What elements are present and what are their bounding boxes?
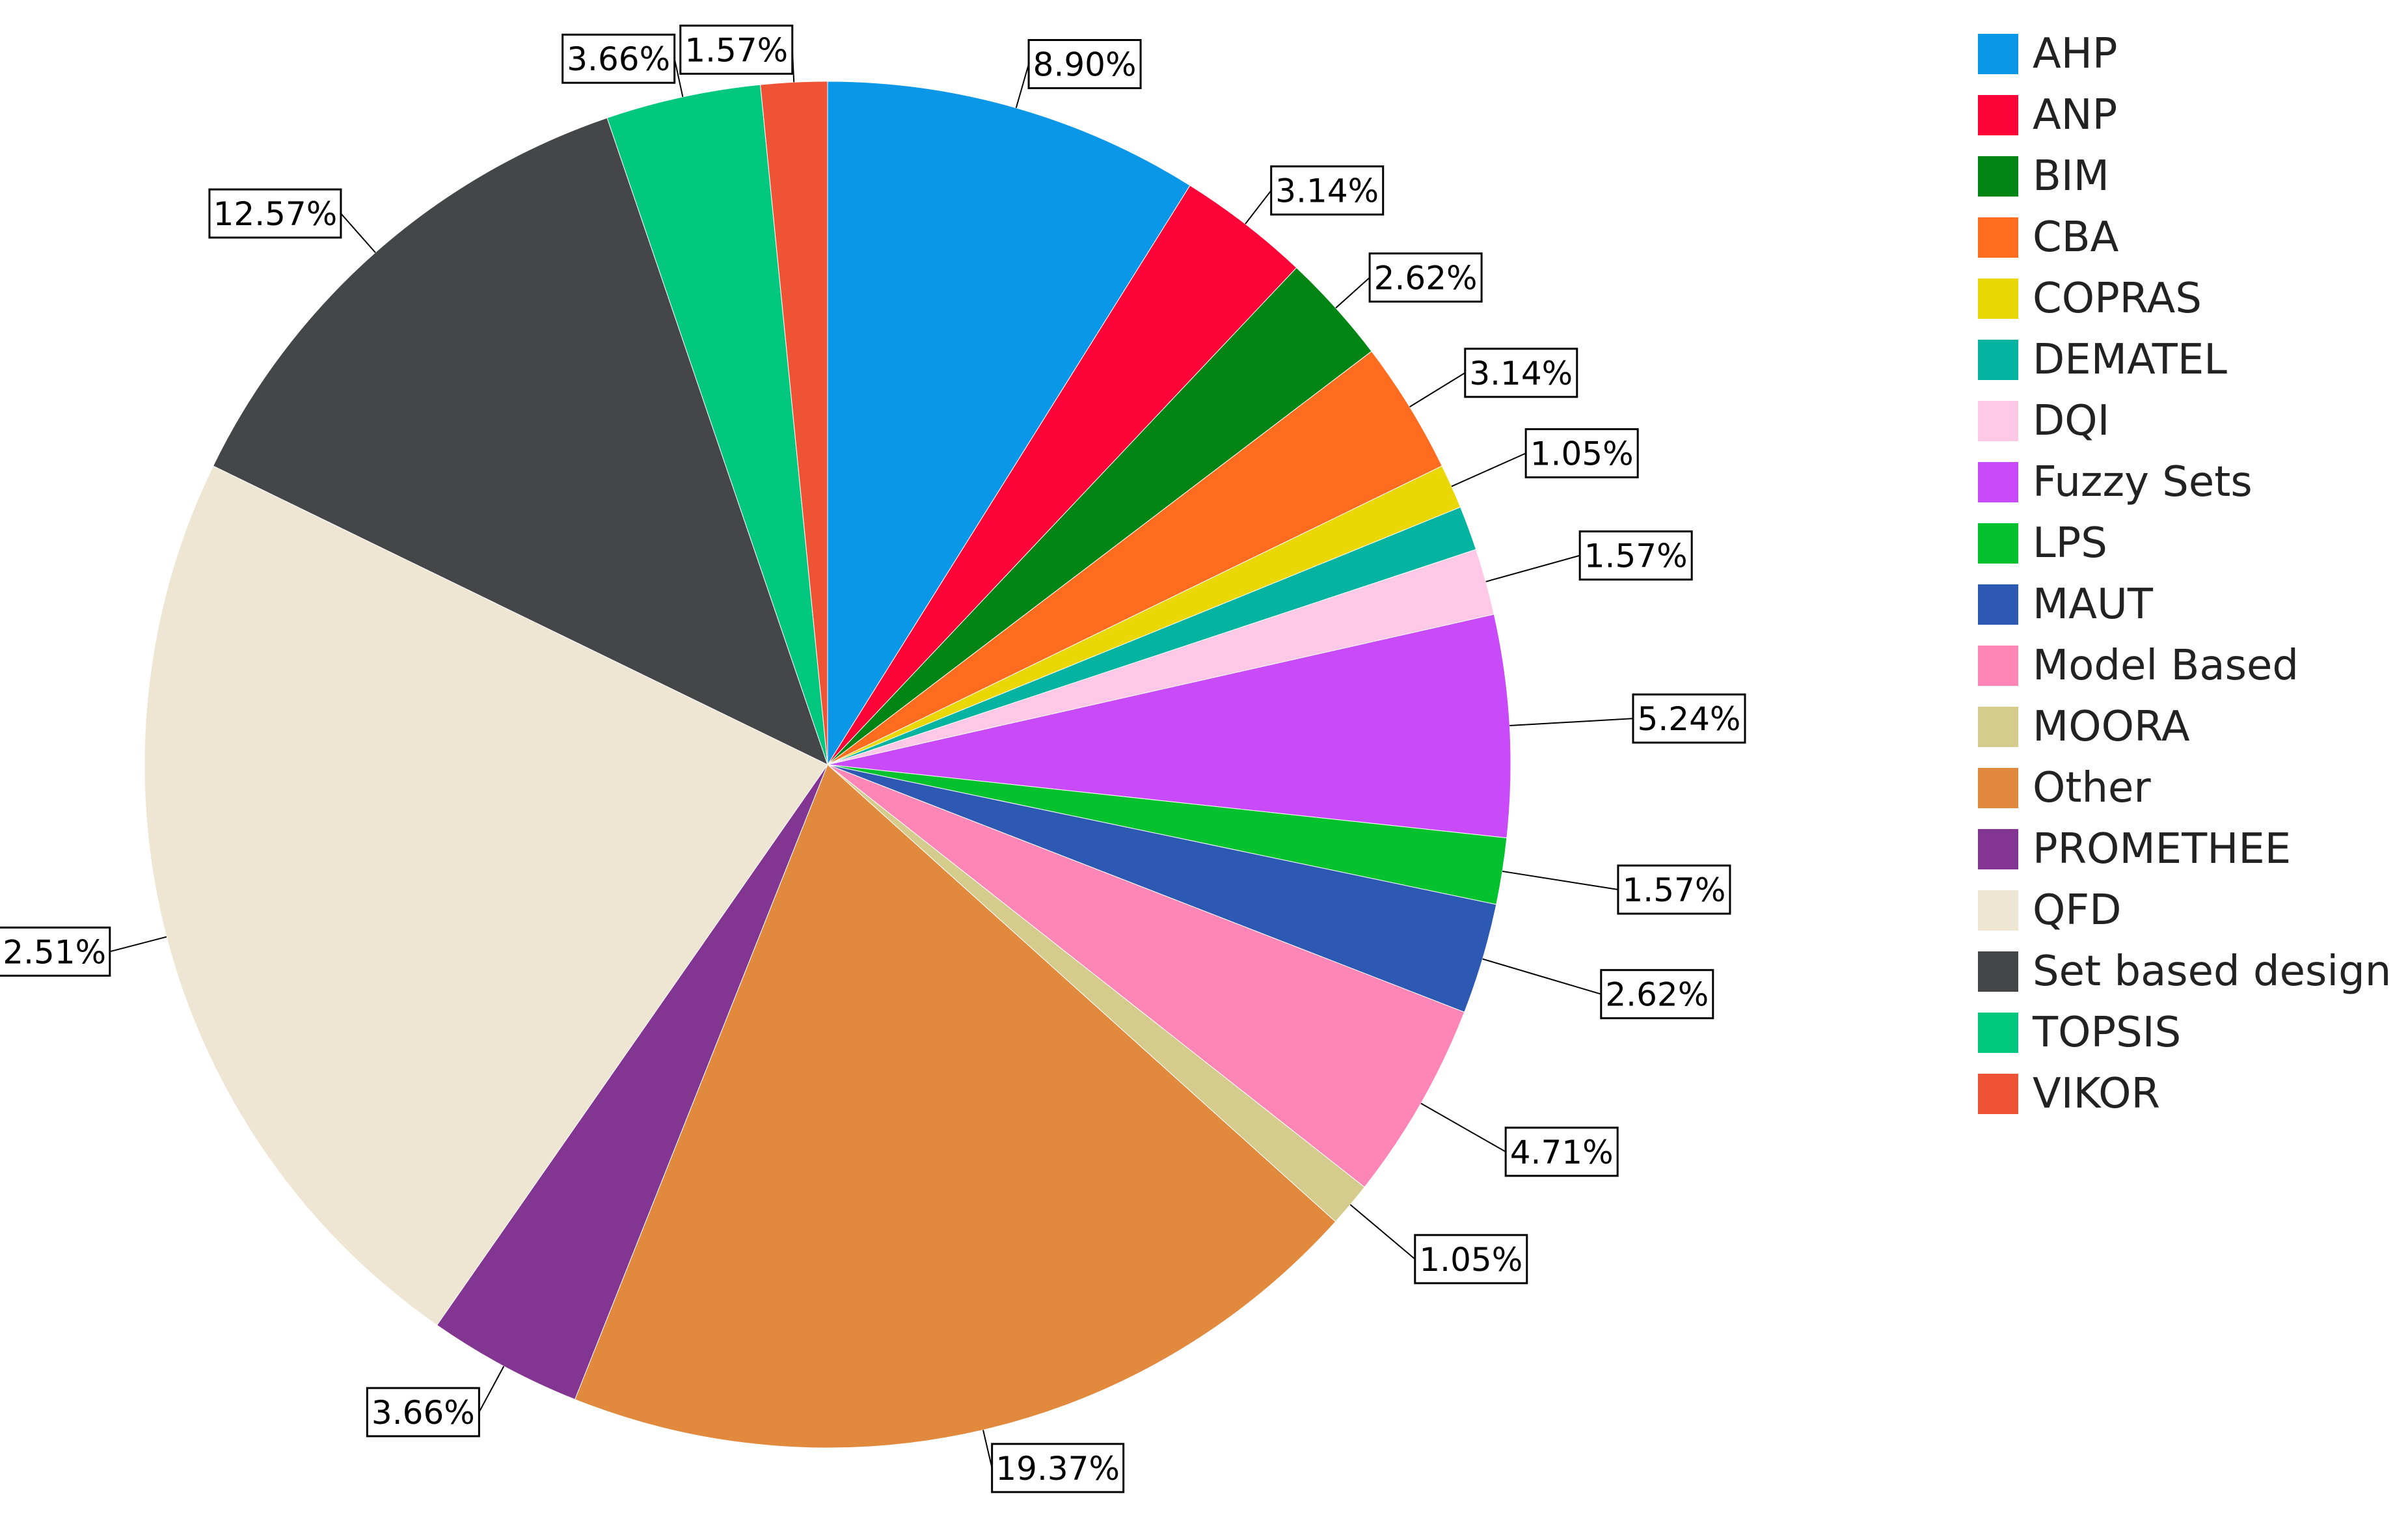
data-label-box-model-based — [1504, 1126, 1619, 1177]
leader-line-qfd — [109, 936, 167, 953]
data-label-box-ahp — [1027, 38, 1142, 89]
data-label-box-anp — [1270, 165, 1385, 216]
data-label-box-set-based-design — [208, 188, 342, 239]
legend-label-lps: LPS — [2033, 519, 2107, 567]
legend-swatch-anp — [1978, 95, 2018, 135]
data-label-box-qfd — [0, 926, 111, 977]
data-label-box-copras — [1524, 428, 1639, 479]
legend-label-qfd: QFD — [2033, 886, 2121, 934]
legend-label-copras: COPRAS — [2033, 275, 2202, 323]
legend-swatch-ahp — [1978, 34, 2018, 74]
legend-label-moora: MOORA — [2033, 703, 2190, 751]
legend-label-ahp: AHP — [2033, 30, 2118, 78]
legend-label-anp: ANP — [2033, 91, 2117, 139]
legend-swatch-promethee — [1978, 829, 2018, 869]
legend-swatch-dematel — [1978, 340, 2018, 380]
legend-swatch-model-based — [1978, 646, 2018, 686]
data-label-qfd: 22.51% — [0, 933, 106, 971]
leader-line-promethee — [478, 1366, 505, 1413]
legend-swatch-maut — [1978, 584, 2018, 625]
legend-label-promethee: PROMETHEE — [2033, 825, 2291, 873]
legend-swatch-fuzzy-sets — [1978, 462, 2018, 502]
leader-line-copras — [1451, 452, 1526, 487]
data-label-promethee: 3.66% — [372, 1394, 475, 1432]
leader-line-lps — [1502, 870, 1619, 891]
data-label-bim: 2.62% — [1374, 259, 1478, 297]
legend-label-vikor: VIKOR — [2033, 1070, 2160, 1118]
legend-swatch-moora — [1978, 707, 2018, 747]
leader-line-topsis — [673, 59, 684, 98]
legend-label-model-based: Model Based — [2033, 642, 2299, 690]
data-label-box-fuzzy-sets — [1632, 693, 1746, 744]
leader-line-bim — [1335, 277, 1370, 308]
label-leader-lines — [109, 49, 1634, 1469]
data-label-dqi: 1.57% — [1584, 538, 1688, 575]
legend-swatch-set-based-design — [1978, 951, 2018, 992]
leader-line-cba — [1409, 372, 1466, 408]
legend-swatch-other — [1978, 768, 2018, 808]
pie-slices — [144, 81, 1511, 1449]
legend-label-dqi: DQI — [2033, 397, 2110, 445]
leader-line-anp — [1245, 190, 1272, 225]
legend-swatch-lps — [1978, 523, 2018, 564]
data-label-vikor: 1.57% — [684, 31, 788, 69]
data-label-box-topsis — [561, 33, 676, 84]
data-label-box-cba — [1464, 348, 1578, 398]
data-label-box-vikor — [679, 24, 794, 75]
leader-line-dqi — [1485, 554, 1580, 582]
legend-swatch-qfd — [1978, 890, 2018, 931]
slice-topsis — [606, 84, 828, 765]
data-label-topsis: 3.66% — [567, 40, 670, 78]
slice-fuzzy-sets — [827, 614, 1511, 839]
legend: AHP ANP BIM CBA COPRAS DEMATEL DQI Fuzzy Sets LP… — [1978, 30, 2391, 1118]
legend-swatch-dqi — [1978, 401, 2018, 441]
legend-swatch-copras — [1978, 279, 2018, 319]
legend-swatch-topsis — [1978, 1013, 2018, 1053]
data-label-box-other — [991, 1443, 1125, 1493]
data-label-box-lps — [1617, 864, 1731, 915]
slice-set-based-design — [212, 117, 828, 765]
data-label-set-based-design: 12.57% — [213, 195, 338, 233]
legend-swatch-cba — [1978, 217, 2018, 258]
data-label-ahp: 8.90% — [1033, 46, 1137, 83]
data-labels: 8.90% 3.14% 2.62% 3.14% 1.05% 1.57% 5.24% 1.57%… — [0, 24, 1746, 1493]
legend-label-dematel: DEMATEL — [2033, 336, 2227, 384]
data-label-box-moora — [1414, 1234, 1528, 1285]
data-label-box-promethee — [366, 1387, 480, 1438]
legend-label-bim: BIM — [2033, 152, 2109, 200]
legend-swatch-bim — [1978, 156, 2018, 197]
leader-line-maut — [1482, 958, 1602, 995]
data-label-box-maut — [1600, 969, 1714, 1020]
slice-qfd — [144, 465, 828, 1326]
leader-line-other — [982, 1430, 993, 1469]
legend-label-set-based-design: Set based design — [2033, 947, 2391, 996]
data-label-box-bim — [1368, 252, 1483, 303]
data-label-anp: 3.14% — [1275, 172, 1379, 210]
leader-line-fuzzy-sets — [1509, 718, 1634, 726]
data-label-lps: 1.57% — [1622, 871, 1725, 909]
legend-label-other: Other — [2033, 764, 2151, 812]
leader-line-model-based — [1420, 1102, 1506, 1152]
leader-line-set-based-design — [340, 213, 376, 253]
leader-line-ahp — [1015, 64, 1030, 109]
legend-label-fuzzy-sets: Fuzzy Sets — [2033, 458, 2252, 506]
data-label-maut: 2.62% — [1605, 976, 1709, 1014]
data-label-model-based: 4.71% — [1510, 1134, 1614, 1171]
data-label-moora: 1.05% — [1419, 1241, 1522, 1279]
slice-promethee — [436, 764, 828, 1400]
legend-label-cba: CBA — [2033, 213, 2119, 262]
data-label-cba: 3.14% — [1469, 355, 1573, 392]
data-label-box-dqi — [1578, 530, 1693, 581]
legend-label-topsis: TOPSIS — [2032, 1009, 2181, 1057]
legend-label-maut: MAUT — [2033, 580, 2154, 629]
legend-swatch-vikor — [1978, 1074, 2018, 1114]
data-label-other: 19.37% — [995, 1450, 1120, 1488]
leader-line-moora — [1349, 1204, 1416, 1260]
data-label-fuzzy-sets: 5.24% — [1638, 700, 1741, 738]
data-label-copras: 1.05% — [1530, 435, 1634, 473]
